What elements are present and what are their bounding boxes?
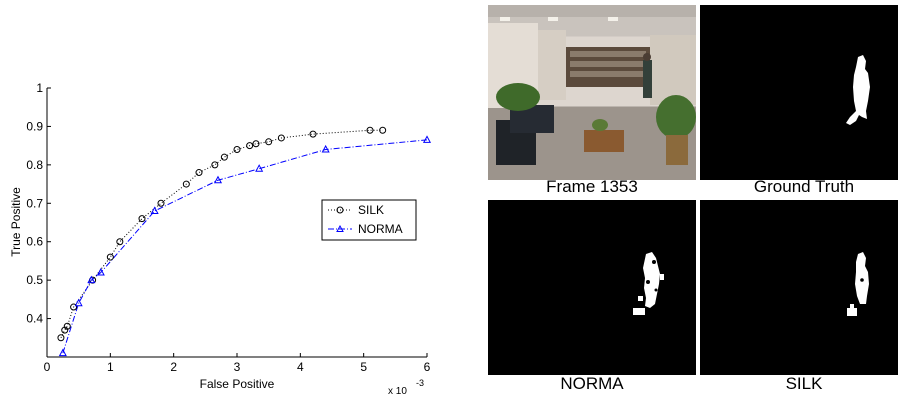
silk-point	[195, 169, 203, 177]
silk-point	[309, 130, 317, 138]
x-tick-label: 1	[107, 360, 114, 374]
x-axis-multiplier: x 10 -3	[388, 378, 424, 397]
norma-caption: NORMA	[560, 374, 624, 393]
y-axis-ticks: 0.4 0.5 0.6 0.7 0.8 0.9 1	[26, 81, 51, 326]
silk-point	[211, 161, 219, 169]
silk-silhouette	[847, 252, 869, 316]
x-tick-label: 3	[234, 360, 241, 374]
y-tick-label: 0.9	[26, 119, 43, 133]
silk-point	[252, 140, 260, 148]
x-tick-label: 0	[44, 360, 51, 374]
series-lines	[60, 129, 428, 354]
legend: SILK NORMA	[321, 199, 417, 241]
silk-point	[106, 253, 114, 261]
legend-norma-label: NORMA	[358, 222, 403, 236]
frame-image	[488, 5, 696, 180]
y-axis-label: True Positive	[9, 187, 23, 257]
norma-point	[422, 135, 432, 143]
roc-chart: 0 1 2 3 4 5 6 0.4 0.5 0.6 0.7 0.8 0.9 1 False Positi…	[9, 81, 432, 397]
silk-caption: SILK	[785, 374, 823, 393]
silk-point	[366, 126, 374, 134]
silk-point	[233, 145, 241, 153]
x-multiplier-exponent: -3	[416, 378, 424, 388]
norma-point	[74, 298, 83, 307]
office-scene-illustration	[488, 5, 696, 165]
norma-point	[87, 275, 96, 284]
silk-point	[379, 126, 387, 134]
silk-point	[138, 215, 146, 223]
y-tick-label: 0.5	[26, 273, 43, 287]
y-tick-label: 0.4	[26, 312, 43, 326]
silk-point	[277, 134, 285, 142]
silk-point	[182, 180, 190, 188]
norma-silhouette	[633, 252, 664, 315]
norma-point	[96, 267, 105, 276]
x-multiplier-base: x 10	[388, 386, 407, 397]
silk-mask	[700, 200, 898, 375]
norma-point	[213, 175, 223, 184]
frame-caption: Frame 1353	[546, 177, 638, 196]
x-tick-label: 4	[297, 360, 304, 374]
x-axis-label: False Positive	[200, 377, 275, 391]
norma-point	[321, 144, 330, 153]
silk-point	[70, 303, 78, 311]
legend-norma-marker	[336, 224, 344, 232]
silk-point	[157, 199, 165, 207]
legend-box	[321, 199, 417, 241]
silk-point	[265, 138, 273, 146]
series-markers	[57, 126, 432, 357]
norma-point	[255, 164, 264, 172]
y-tick-label: 0.7	[26, 196, 43, 210]
norma-point	[150, 206, 159, 214]
y-tick-label: 0.8	[26, 158, 43, 172]
silk-point	[116, 238, 124, 246]
x-tick-label: 2	[170, 360, 177, 374]
norma-point	[58, 348, 67, 357]
silk-point	[246, 142, 254, 150]
ground-truth-mask	[700, 5, 898, 180]
x-tick-label: 5	[360, 360, 367, 374]
x-tick-label: 6	[424, 360, 431, 374]
ground-truth-silhouette	[846, 55, 870, 125]
legend-silk-label: SILK	[358, 203, 384, 217]
legend-silk-marker	[336, 206, 344, 214]
norma-series-line	[62, 139, 428, 354]
silk-point	[63, 322, 71, 330]
y-tick-label: 1	[36, 81, 43, 95]
silk-point	[57, 334, 65, 342]
x-axis-ticks: 0 1 2 3 4 5 6	[44, 353, 431, 374]
ground-truth-caption: Ground Truth	[753, 177, 855, 196]
norma-mask	[488, 200, 696, 375]
silk-point	[220, 153, 228, 161]
y-tick-label: 0.6	[26, 235, 43, 249]
